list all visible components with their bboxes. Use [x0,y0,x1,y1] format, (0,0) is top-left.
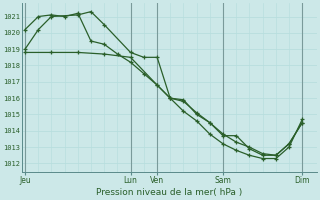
X-axis label: Pression niveau de la mer( hPa ): Pression niveau de la mer( hPa ) [96,188,242,197]
